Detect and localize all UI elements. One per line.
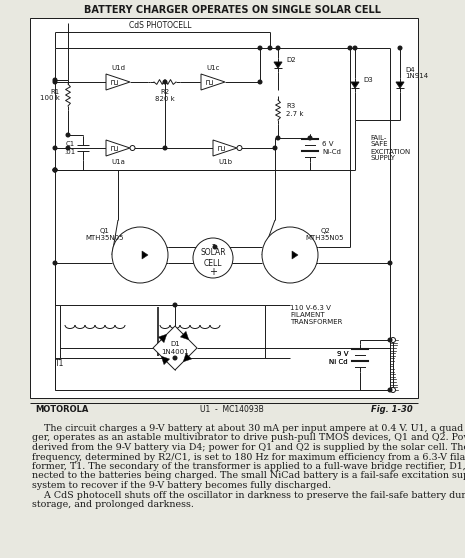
Circle shape (53, 261, 57, 265)
Polygon shape (351, 82, 359, 88)
Circle shape (53, 80, 57, 84)
Polygon shape (396, 82, 404, 88)
Text: D1
1N4001: D1 1N4001 (161, 341, 189, 354)
Circle shape (276, 46, 280, 50)
Text: R3
2.7 k: R3 2.7 k (286, 103, 304, 117)
Text: CdS PHOTOCELL: CdS PHOTOCELL (129, 22, 191, 31)
Circle shape (193, 238, 233, 278)
Text: 9 V
Ni Cd: 9 V Ni Cd (329, 352, 348, 364)
Polygon shape (292, 251, 298, 259)
Circle shape (53, 168, 57, 172)
Circle shape (348, 46, 352, 50)
Text: The circuit charges a 9-V battery at about 30 mA per input ampere at 0.4 V. U1, : The circuit charges a 9-V battery at abo… (32, 424, 465, 433)
Circle shape (388, 388, 392, 392)
Text: U1d: U1d (111, 65, 125, 71)
Polygon shape (201, 74, 225, 90)
Text: 110 V-6.3 V
FILAMENT
TRANSFORMER: 110 V-6.3 V FILAMENT TRANSFORMER (290, 305, 342, 325)
Circle shape (308, 136, 312, 140)
Circle shape (398, 46, 402, 50)
Text: SOLAR
CELL: SOLAR CELL (200, 248, 226, 268)
Polygon shape (106, 74, 130, 90)
Text: R1
100 k: R1 100 k (40, 89, 60, 102)
Circle shape (391, 387, 396, 392)
Polygon shape (106, 140, 130, 156)
Text: C1
.01: C1 .01 (64, 142, 75, 155)
Circle shape (388, 338, 392, 342)
Circle shape (163, 146, 167, 150)
Text: D4
1N914: D4 1N914 (405, 66, 428, 79)
Circle shape (273, 146, 277, 150)
Text: U1c: U1c (206, 65, 220, 71)
Text: +: + (209, 267, 217, 277)
Circle shape (112, 227, 168, 283)
Text: storage, and prolonged darkness.: storage, and prolonged darkness. (32, 500, 194, 509)
Text: MOTOROLA: MOTOROLA (35, 406, 88, 415)
Polygon shape (142, 251, 148, 259)
Bar (30, 18, 418, 398)
Text: derived from the 9-V battery via D4; power for Q1 and Q2 is supplied by the sola: derived from the 9-V battery via D4; pow… (32, 443, 465, 452)
Text: frequency, determined by R2/C1, is set to 180 Hz for maximum efficiency from a 6: frequency, determined by R2/C1, is set t… (32, 453, 465, 461)
Text: FAIL-
SAFE
EXCITATION
SUPPLY: FAIL- SAFE EXCITATION SUPPLY (370, 134, 410, 161)
Polygon shape (213, 140, 237, 156)
Circle shape (53, 146, 57, 150)
Circle shape (130, 146, 135, 151)
Text: former, T1. The secondary of the transformer is applied to a full-wave bridge re: former, T1. The secondary of the transfo… (32, 462, 465, 471)
Text: -: - (211, 239, 215, 249)
Polygon shape (183, 353, 192, 362)
Text: nected to the batteries being charged. The small NiCad battery is a fail-safe ex: nected to the batteries being charged. T… (32, 472, 465, 480)
Text: ger, operates as an astable multivibrator to drive push-pull TMOS devices, Q1 an: ger, operates as an astable multivibrato… (32, 434, 465, 442)
Polygon shape (161, 356, 170, 365)
Circle shape (237, 146, 242, 151)
Circle shape (391, 338, 396, 343)
Text: Q1
MTH35N05: Q1 MTH35N05 (86, 228, 124, 242)
Circle shape (66, 146, 70, 150)
Text: U1a: U1a (111, 159, 125, 165)
Circle shape (213, 245, 217, 249)
Polygon shape (274, 62, 282, 68)
Polygon shape (180, 331, 189, 340)
Circle shape (53, 78, 57, 82)
Circle shape (388, 261, 392, 265)
Circle shape (276, 136, 280, 140)
Polygon shape (159, 334, 167, 343)
Text: Q2
MTH35N05: Q2 MTH35N05 (306, 228, 344, 242)
Circle shape (173, 303, 177, 307)
Bar (60, 305, 265, 358)
Circle shape (262, 227, 318, 283)
Circle shape (353, 46, 357, 50)
Text: U1  -  MC14093B: U1 - MC14093B (200, 406, 264, 415)
Text: Fig. 1-30: Fig. 1-30 (371, 406, 413, 415)
Circle shape (173, 356, 177, 360)
Text: BATTERY CHARGER OPERATES ON SINGLE SOLAR CELL: BATTERY CHARGER OPERATES ON SINGLE SOLAR… (84, 5, 380, 15)
Text: 6 V
Ni-Cd: 6 V Ni-Cd (322, 142, 341, 155)
Text: A CdS photocell shuts off the oscillator in darkness to preserve the fail-safe b: A CdS photocell shuts off the oscillator… (32, 490, 465, 499)
Circle shape (53, 168, 57, 172)
Text: U1b: U1b (218, 159, 232, 165)
Text: R2
820 k: R2 820 k (155, 89, 175, 102)
Circle shape (258, 46, 262, 50)
Circle shape (258, 80, 262, 84)
Text: system to recover if the 9-V battery becomes fully discharged.: system to recover if the 9-V battery bec… (32, 481, 331, 490)
Polygon shape (153, 326, 197, 370)
Text: 9 V
Ni Cd: 9 V Ni Cd (329, 352, 348, 364)
Circle shape (66, 133, 70, 137)
Text: D3: D3 (363, 77, 373, 83)
Circle shape (268, 46, 272, 50)
Text: T1: T1 (55, 359, 64, 368)
Text: D2: D2 (286, 57, 296, 63)
Circle shape (163, 80, 167, 84)
Circle shape (53, 168, 57, 172)
